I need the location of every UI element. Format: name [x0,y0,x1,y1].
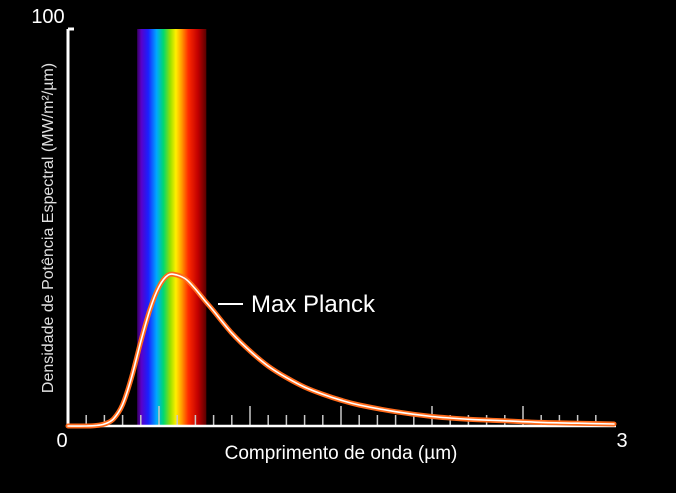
series-label: Max Planck [251,291,376,318]
x-tick-label-min: 0 [56,430,67,452]
y-axis-label: Densidade de Potência Espectral (MW/m²/µ… [40,63,57,393]
y-axis-line [66,27,74,426]
visible-spectrum-band [137,29,207,426]
x-tick-label-max: 3 [616,430,627,452]
planck-curve [67,273,615,427]
x-axis-label: Comprimento de onda (µm) [225,443,458,464]
x-axis-ticks [85,406,597,426]
y-tick-label-max: 100 [31,6,64,28]
